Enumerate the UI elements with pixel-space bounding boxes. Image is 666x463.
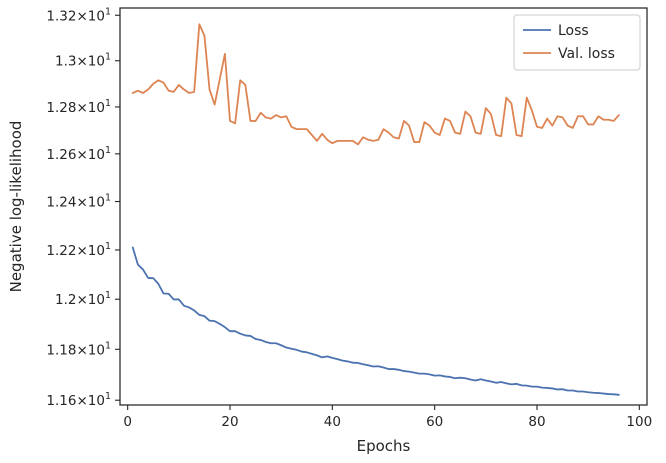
x-axis-ticks: 0 20 40 60 80 100 [123, 405, 652, 430]
y-tick-label: 1.2×101 [55, 290, 111, 308]
x-tick-label: 20 [221, 414, 238, 430]
x-axis-label: Epochs [357, 437, 411, 455]
x-tick-label: 40 [324, 414, 341, 430]
x-tick-label: 60 [426, 414, 443, 430]
legend-box [513, 14, 641, 71]
x-tick-label: 0 [123, 414, 132, 430]
y-tick-label: 1.16×101 [46, 391, 111, 409]
y-tick-label: 1.3×101 [55, 52, 111, 70]
x-tick-label: 100 [626, 414, 652, 430]
legend: Loss Val. loss [513, 14, 641, 71]
legend-label-val-loss: Val. loss [558, 46, 615, 62]
y-tick-label: 1.22×101 [46, 241, 111, 259]
y-tick-label: 1.32×101 [46, 6, 111, 24]
x-tick-label: 80 [528, 414, 545, 430]
series-line-loss [131, 246, 620, 396]
y-tick-label: 1.26×101 [46, 145, 111, 163]
y-tick-label: 1.28×101 [46, 98, 111, 116]
y-tick-label: 1.24×101 [46, 193, 111, 211]
y-axis-ticks: 1.16×101 1.18×101 1.2×101 1.22×101 1.24×101 1… [46, 6, 120, 409]
y-axis-label: Negative log-likelihood [7, 121, 25, 293]
legend-label-loss: Loss [558, 23, 589, 39]
y-tick-label: 1.18×101 [46, 340, 111, 358]
series-layer [131, 23, 620, 396]
series-line-val-loss [131, 23, 620, 146]
